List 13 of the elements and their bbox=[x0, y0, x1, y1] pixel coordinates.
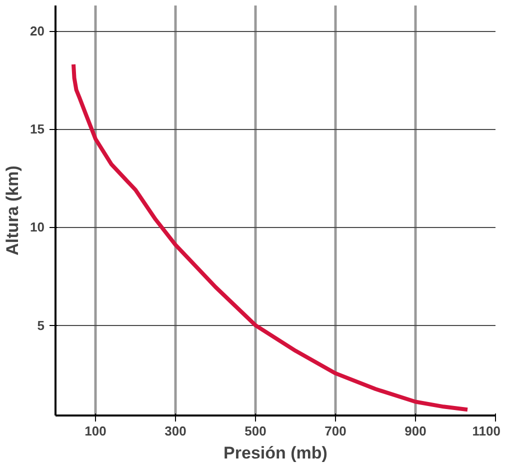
x-tick-label: 500 bbox=[244, 424, 266, 438]
x-tick-label: 1100 bbox=[472, 424, 500, 438]
x-tick-label: 900 bbox=[404, 424, 426, 438]
x-axis-title: Presión (mb) bbox=[224, 444, 328, 462]
y-tick-label: 5 bbox=[37, 318, 45, 333]
line-series bbox=[72, 62, 470, 412]
y-tick-label: 20 bbox=[30, 24, 45, 38]
x-tick-label: 700 bbox=[324, 424, 346, 438]
y-tick-label: 15 bbox=[30, 122, 45, 137]
x-tick-label: 100 bbox=[84, 424, 106, 438]
y-tick-label: 10 bbox=[30, 220, 45, 235]
x-tick-label: 300 bbox=[164, 424, 186, 438]
y-axis-title: Altura (km) bbox=[3, 166, 22, 256]
